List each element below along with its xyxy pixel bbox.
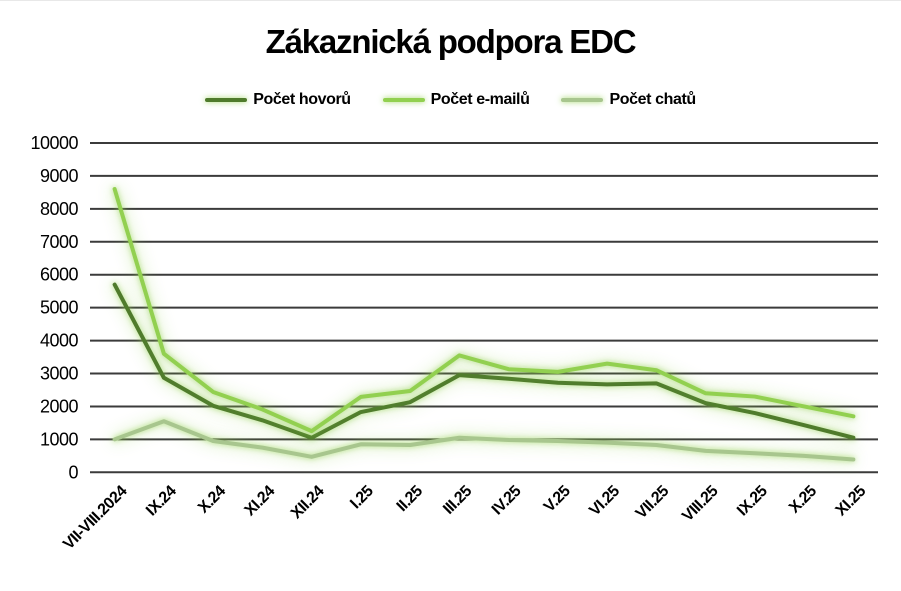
- legend-item-hovory: Počet hovorů: [205, 91, 351, 109]
- svg-text:II.25: II.25: [394, 482, 427, 515]
- svg-text:1000: 1000: [40, 429, 79, 449]
- legend-label-emaily: Počet e-mailů: [430, 91, 530, 108]
- svg-text:8000: 8000: [40, 199, 79, 219]
- svg-text:9000: 9000: [40, 166, 79, 186]
- svg-text:3000: 3000: [40, 364, 79, 384]
- svg-text:2000: 2000: [40, 396, 79, 416]
- svg-text:VII-VIII.2024: VII-VIII.2024: [60, 482, 131, 553]
- svg-text:7000: 7000: [40, 232, 79, 252]
- svg-text:6000: 6000: [40, 265, 79, 285]
- legend-item-emaily: Počet e-mailů: [382, 91, 530, 109]
- svg-text:VIII.25: VIII.25: [679, 482, 722, 525]
- svg-text:V.25: V.25: [541, 482, 574, 515]
- legend-label-hovory: Počet hovorů: [253, 91, 351, 108]
- legend: Počet hovorů Počet e-mailů Počet chatů: [0, 91, 901, 109]
- chart-title: Zákaznická podpora EDC: [265, 23, 637, 60]
- svg-text:III.25: III.25: [440, 482, 475, 517]
- legend-swatch-emaily-icon: [382, 98, 425, 102]
- svg-text:XI.24: XI.24: [242, 482, 279, 519]
- svg-text:XII.24: XII.24: [288, 482, 328, 522]
- svg-text:0: 0: [68, 462, 78, 482]
- legend-swatch-chaty-icon: [561, 98, 604, 102]
- svg-text:IX.25: IX.25: [734, 482, 771, 519]
- svg-text:VI.25: VI.25: [586, 482, 623, 519]
- svg-text:XI.25: XI.25: [833, 482, 870, 519]
- svg-text:IV.25: IV.25: [489, 482, 525, 518]
- svg-text:10000: 10000: [30, 133, 78, 153]
- legend-swatch-hovory-icon: [205, 98, 248, 102]
- svg-text:IX.24: IX.24: [143, 482, 180, 519]
- legend-label-chaty: Počet chatů: [609, 91, 696, 108]
- legend-item-chaty: Počet chatů: [561, 91, 696, 109]
- svg-text:I.25: I.25: [347, 482, 377, 512]
- svg-text:4000: 4000: [40, 331, 79, 351]
- svg-text:X.24: X.24: [195, 482, 229, 516]
- svg-text:5000: 5000: [40, 298, 79, 318]
- svg-text:VII.25: VII.25: [633, 482, 673, 522]
- svg-text:X.25: X.25: [786, 482, 820, 516]
